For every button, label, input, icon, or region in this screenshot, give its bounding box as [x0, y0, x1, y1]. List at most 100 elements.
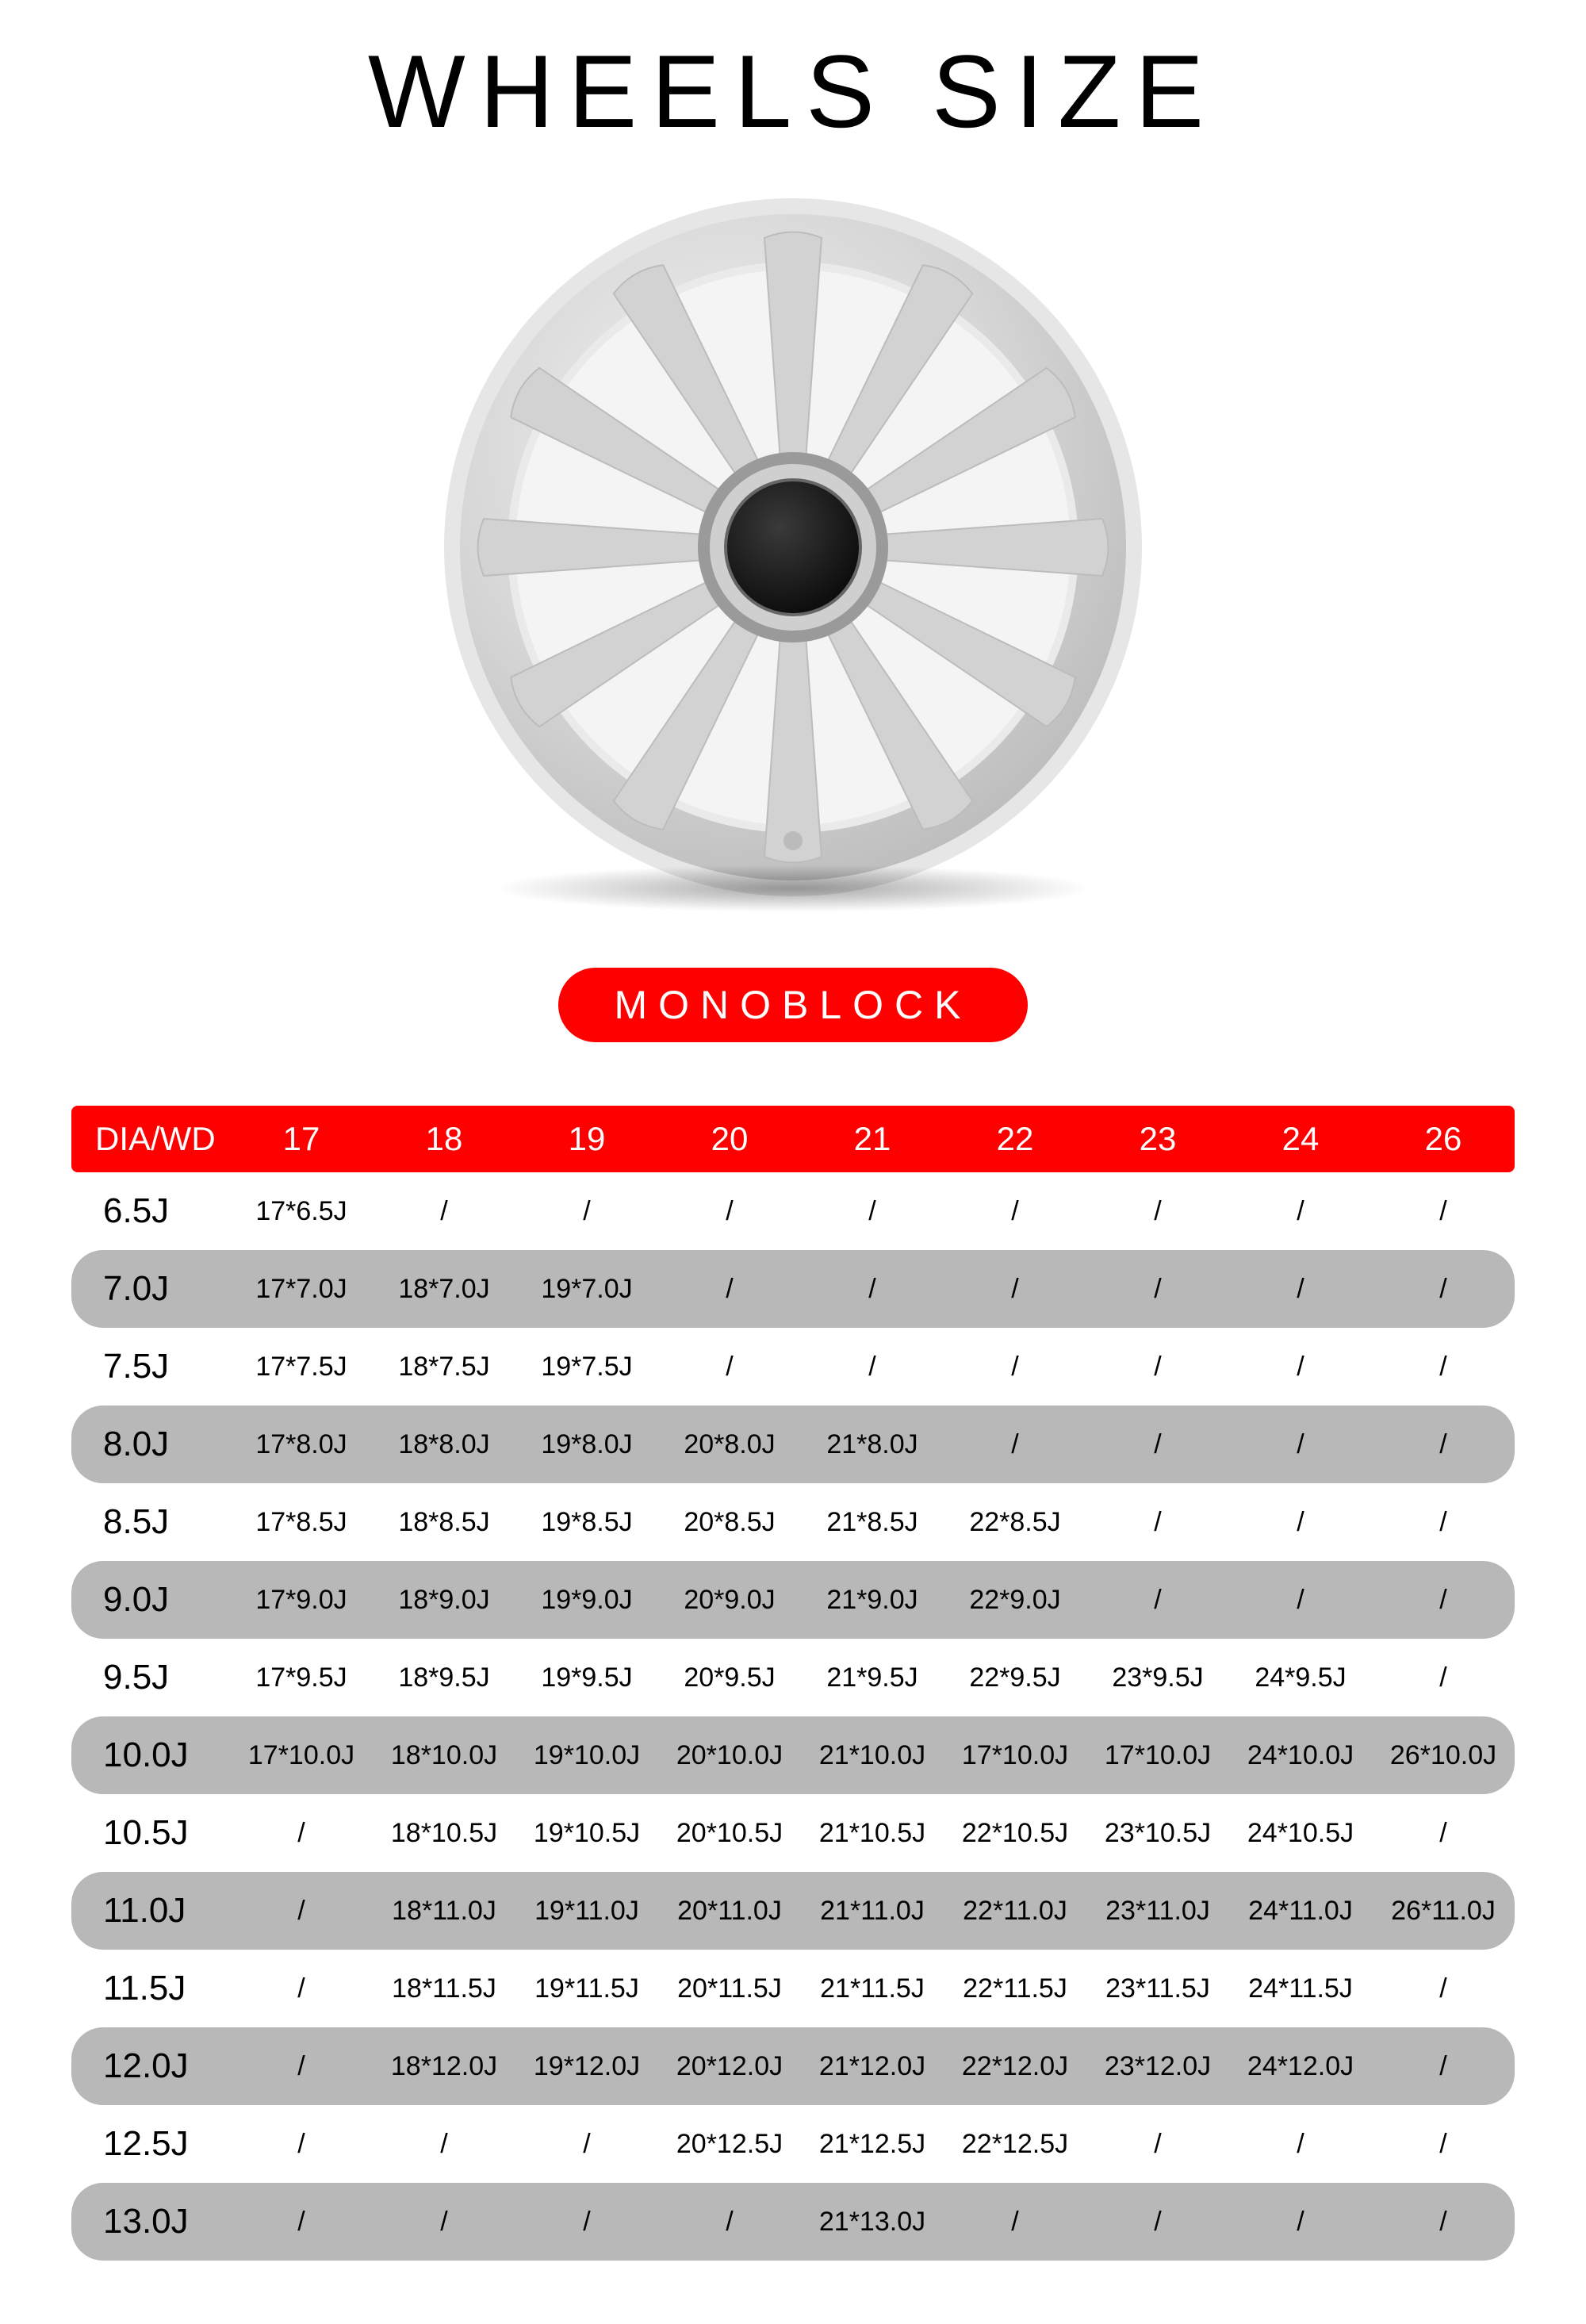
- size-cell: /: [1229, 2183, 1372, 2261]
- size-cell: 26*10.0J: [1372, 1716, 1515, 1794]
- size-cell: 20*10.0J: [658, 1716, 801, 1794]
- size-cell: /: [1086, 1250, 1229, 1328]
- size-cell: /: [1229, 1172, 1372, 1250]
- size-cell: 24*10.5J: [1229, 1794, 1372, 1872]
- size-cell: /: [1086, 2183, 1229, 2261]
- row-label: 11.0J: [71, 1872, 230, 1950]
- size-cell: 20*10.5J: [658, 1794, 801, 1872]
- row-label: 9.0J: [71, 1561, 230, 1639]
- size-cell: 18*7.5J: [373, 1328, 515, 1406]
- size-cell: /: [230, 1794, 373, 1872]
- size-cell: 21*12.5J: [801, 2105, 944, 2183]
- row-label: 12.5J: [71, 2105, 230, 2183]
- size-cell: 18*9.5J: [373, 1639, 515, 1716]
- table-row: 7.0J17*7.0J18*7.0J19*7.0J//////: [71, 1250, 1515, 1328]
- header-cell-label: DIA/WD: [71, 1106, 230, 1172]
- size-cell: 21*13.0J: [801, 2183, 944, 2261]
- size-cell: /: [1229, 2105, 1372, 2183]
- header-cell: 23: [1086, 1106, 1229, 1172]
- size-cell: /: [230, 1872, 373, 1950]
- size-table: DIA/WD1718192021222324266.5J17*6.5J/////…: [71, 1106, 1515, 2261]
- size-cell: /: [944, 2183, 1086, 2261]
- size-cell: /: [1372, 2105, 1515, 2183]
- size-cell: 18*9.0J: [373, 1561, 515, 1639]
- table-row: 9.0J17*9.0J18*9.0J19*9.0J20*9.0J21*9.0J2…: [71, 1561, 1515, 1639]
- size-cell: 18*11.0J: [373, 1872, 515, 1950]
- size-cell: /: [1229, 1406, 1372, 1483]
- table-row: 8.5J17*8.5J18*8.5J19*8.5J20*8.5J21*8.5J2…: [71, 1483, 1515, 1561]
- size-cell: /: [1372, 1328, 1515, 1406]
- size-cell: 20*12.5J: [658, 2105, 801, 2183]
- size-cell: /: [1086, 1483, 1229, 1561]
- size-cell: 19*8.0J: [515, 1406, 658, 1483]
- size-cell: /: [1372, 1406, 1515, 1483]
- wheel-shadow: [492, 865, 1094, 912]
- size-cell: /: [515, 2183, 658, 2261]
- size-cell: /: [658, 2183, 801, 2261]
- size-cell: /: [1372, 1794, 1515, 1872]
- size-cell: /: [515, 1172, 658, 1250]
- table-row: 6.5J17*6.5J////////: [71, 1172, 1515, 1250]
- table-header-row: DIA/WD171819202122232426: [71, 1106, 1515, 1172]
- size-cell: 21*9.0J: [801, 1561, 944, 1639]
- row-label: 7.5J: [71, 1328, 230, 1406]
- size-cell: 19*11.0J: [515, 1872, 658, 1950]
- table-row: 11.5J/18*11.5J19*11.5J20*11.5J21*11.5J22…: [71, 1950, 1515, 2027]
- size-cell: 20*9.5J: [658, 1639, 801, 1716]
- size-cell: 21*11.0J: [801, 1872, 944, 1950]
- size-cell: /: [1372, 1172, 1515, 1250]
- wheel-illustration: [0, 182, 1586, 944]
- size-cell: 21*10.0J: [801, 1716, 944, 1794]
- size-cell: 23*11.0J: [1086, 1872, 1229, 1950]
- page: WHEELS SIZE: [0, 0, 1586, 2324]
- size-cell: 22*8.5J: [944, 1483, 1086, 1561]
- size-cell: 20*8.5J: [658, 1483, 801, 1561]
- size-cell: /: [1372, 1483, 1515, 1561]
- size-cell: 18*8.5J: [373, 1483, 515, 1561]
- header-cell: 26: [1372, 1106, 1515, 1172]
- size-cell: 19*11.5J: [515, 1950, 658, 2027]
- size-cell: 21*10.5J: [801, 1794, 944, 1872]
- size-cell: /: [1229, 1561, 1372, 1639]
- size-cell: 24*9.5J: [1229, 1639, 1372, 1716]
- row-label: 12.0J: [71, 2027, 230, 2105]
- size-cell: 17*10.0J: [944, 1716, 1086, 1794]
- size-cell: 20*9.0J: [658, 1561, 801, 1639]
- size-cell: 18*10.0J: [373, 1716, 515, 1794]
- size-cell: /: [944, 1250, 1086, 1328]
- row-label: 8.0J: [71, 1406, 230, 1483]
- size-cell: 17*10.0J: [1086, 1716, 1229, 1794]
- size-cell: 19*7.5J: [515, 1328, 658, 1406]
- wheel-icon: [428, 182, 1158, 912]
- row-label: 7.0J: [71, 1250, 230, 1328]
- row-label: 10.5J: [71, 1794, 230, 1872]
- size-cell: 24*12.0J: [1229, 2027, 1372, 2105]
- size-cell: 22*9.5J: [944, 1639, 1086, 1716]
- size-cell: /: [1372, 2183, 1515, 2261]
- page-title: WHEELS SIZE: [0, 32, 1586, 151]
- header-cell: 22: [944, 1106, 1086, 1172]
- table-row: 10.5J/18*10.5J19*10.5J20*10.5J21*10.5J22…: [71, 1794, 1515, 1872]
- size-cell: 22*12.0J: [944, 2027, 1086, 2105]
- table-row: 9.5J17*9.5J18*9.5J19*9.5J20*9.5J21*9.5J2…: [71, 1639, 1515, 1716]
- size-cell: 22*12.5J: [944, 2105, 1086, 2183]
- size-cell: 20*11.5J: [658, 1950, 801, 2027]
- size-cell: 18*12.0J: [373, 2027, 515, 2105]
- size-cell: 17*6.5J: [230, 1172, 373, 1250]
- row-label: 10.0J: [71, 1716, 230, 1794]
- size-cell: 17*9.5J: [230, 1639, 373, 1716]
- table-row: 8.0J17*8.0J18*8.0J19*8.0J20*8.0J21*8.0J/…: [71, 1406, 1515, 1483]
- size-cell: 19*10.5J: [515, 1794, 658, 1872]
- size-cell: /: [230, 2105, 373, 2183]
- size-cell: /: [230, 2183, 373, 2261]
- size-cell: /: [801, 1328, 944, 1406]
- size-cell: /: [658, 1250, 801, 1328]
- table-row: 11.0J/18*11.0J19*11.0J20*11.0J21*11.0J22…: [71, 1872, 1515, 1950]
- size-cell: 21*8.5J: [801, 1483, 944, 1561]
- header-cell: 24: [1229, 1106, 1372, 1172]
- table-row: 12.0J/18*12.0J19*12.0J20*12.0J21*12.0J22…: [71, 2027, 1515, 2105]
- size-cell: /: [658, 1328, 801, 1406]
- table-row: 13.0J////21*13.0J////: [71, 2183, 1515, 2261]
- size-cell: 22*11.0J: [944, 1872, 1086, 1950]
- size-cell: 26*11.0J: [1372, 1872, 1515, 1950]
